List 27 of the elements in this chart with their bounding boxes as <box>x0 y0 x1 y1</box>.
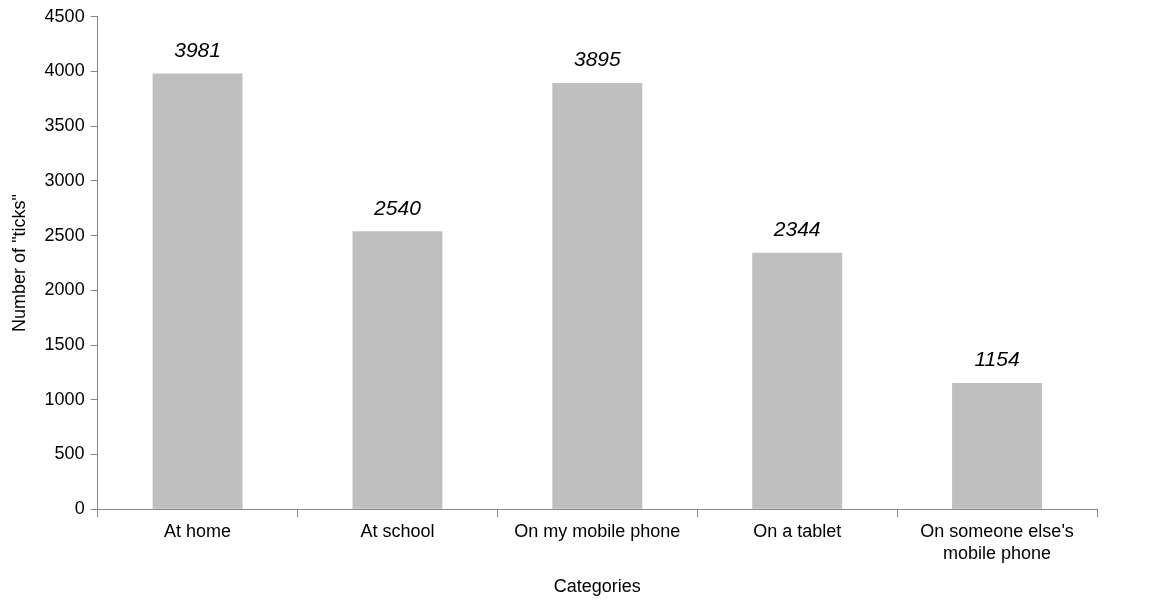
y-tick-label: 1000 <box>44 388 85 409</box>
y-tick-label: 2000 <box>44 279 85 300</box>
y-tick-label: 3000 <box>44 169 85 190</box>
bar <box>952 382 1043 509</box>
y-tick-label: 3500 <box>44 115 85 136</box>
bar <box>152 73 243 509</box>
data-label: 2344 <box>772 217 821 241</box>
x-tick-label: On my mobile phone <box>514 520 681 541</box>
y-tick-label: 500 <box>54 443 85 464</box>
x-tick-label: At home <box>164 520 232 541</box>
data-label: 3981 <box>174 37 221 61</box>
x-tick-label: On someone else's mobile phone <box>920 520 1074 563</box>
y-tick-label: 0 <box>74 498 85 519</box>
data-label: 1154 <box>974 347 1020 371</box>
x-tick-label: On a tablet <box>753 520 842 541</box>
y-tick-label: 4000 <box>44 60 85 81</box>
x-tick-label: At school <box>360 520 435 541</box>
y-tick-label: 2500 <box>44 224 85 245</box>
bar <box>752 252 843 509</box>
y-tick-label: 1500 <box>44 334 85 355</box>
bar <box>352 231 443 509</box>
data-label: 3895 <box>573 47 621 71</box>
data-label: 2540 <box>373 195 422 219</box>
y-axis-title: Number of "ticks" <box>8 194 29 332</box>
x-axis-title: Categories <box>553 576 641 597</box>
y-tick-label: 4500 <box>44 5 85 26</box>
bar <box>552 83 643 509</box>
